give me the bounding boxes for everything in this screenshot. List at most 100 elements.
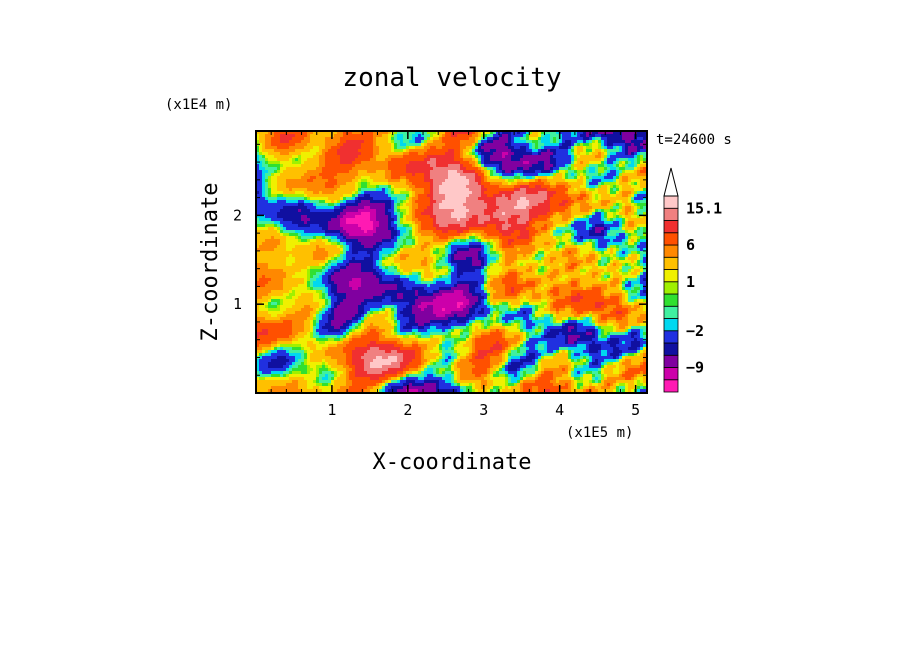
contour-cell (502, 203, 506, 207)
contour-cell (424, 224, 428, 228)
contour-cell (616, 233, 620, 237)
contour-cell (397, 140, 401, 144)
contour-cell (505, 155, 509, 159)
contour-cell (445, 221, 449, 225)
contour-cell (475, 200, 479, 204)
contour-cell (403, 167, 407, 171)
contour-cell (553, 188, 557, 192)
contour-cell (277, 197, 281, 201)
contour-cell (343, 173, 347, 177)
contour-cell (412, 224, 416, 228)
contour-cell (361, 197, 365, 201)
contour-cell (352, 131, 356, 135)
contour-cell (331, 221, 335, 225)
contour-cell (526, 206, 530, 210)
contour-cell (268, 233, 272, 237)
contour-cell (475, 224, 479, 228)
contour-cell (409, 218, 413, 222)
contour-cell (343, 146, 347, 150)
contour-cell (406, 179, 410, 183)
contour-cell (622, 197, 626, 201)
contour-cell (604, 140, 608, 144)
contour-cell (322, 158, 326, 162)
contour-cell (595, 200, 599, 204)
contour-cell (346, 158, 350, 162)
contour-cell (274, 218, 278, 222)
contour-cell (259, 245, 263, 249)
contour-cell (418, 185, 422, 189)
contour-cell (466, 215, 470, 219)
contour-cell (295, 173, 299, 177)
contour-cell (610, 185, 614, 189)
contour-cell (427, 188, 431, 192)
contour-cell (274, 236, 278, 240)
contour-cell (643, 131, 647, 135)
contour-cell (280, 221, 284, 225)
contour-cell (478, 242, 482, 246)
contour-cell (454, 200, 458, 204)
contour-cell (259, 179, 263, 183)
contour-cell (487, 215, 491, 219)
contour-cell (631, 149, 635, 153)
contour-cell (601, 200, 605, 204)
contour-cell (490, 191, 494, 195)
contour-cell (565, 173, 569, 177)
contour-cell (373, 230, 377, 234)
contour-cell (487, 179, 491, 183)
contour-cell (301, 155, 305, 159)
contour-cell (454, 149, 458, 153)
contour-cell (319, 146, 323, 150)
contour-cell (412, 170, 416, 174)
contour-cell (544, 164, 548, 168)
contour-cell (343, 143, 347, 147)
contour-cell (433, 224, 437, 228)
contour-cell (376, 134, 380, 138)
contour-cell (475, 236, 479, 240)
contour-cell (400, 173, 404, 177)
contour-cell (298, 131, 302, 135)
contour-cell (628, 155, 632, 159)
contour-cell (541, 242, 545, 246)
contour-cell (502, 140, 506, 144)
contour-cell (439, 161, 443, 165)
contour-cell (373, 173, 377, 177)
contour-cell (379, 206, 383, 210)
contour-cell (427, 203, 431, 207)
contour-cell (544, 230, 548, 234)
contour-cell (559, 164, 563, 168)
contour-cell (589, 242, 593, 246)
contour-cell (526, 167, 530, 171)
contour-cell (370, 146, 374, 150)
contour-cell (616, 227, 620, 231)
contour-cell (529, 167, 533, 171)
contour-cell (451, 203, 455, 207)
contour-cell (415, 209, 419, 213)
contour-cell (595, 236, 599, 240)
contour-cell (463, 146, 467, 150)
contour-cell (505, 176, 509, 180)
contour-cell (337, 188, 341, 192)
contour-cell (289, 197, 293, 201)
contour-cell (265, 239, 269, 243)
contour-cell (547, 140, 551, 144)
contour-cell (499, 137, 503, 141)
contour-cell (517, 215, 521, 219)
contour-cell (436, 224, 440, 228)
contour-cell (598, 203, 602, 207)
contour-cell (379, 167, 383, 171)
contour-cell (271, 239, 275, 243)
contour-cell (415, 242, 419, 246)
contour-cell (328, 233, 332, 237)
contour-cell (427, 167, 431, 171)
contour-cell (415, 212, 419, 216)
contour-cell (394, 158, 398, 162)
contour-cell (571, 161, 575, 165)
contour-cell (577, 212, 581, 216)
contour-cell (538, 179, 542, 183)
contour-cell (334, 161, 338, 165)
contour-cell (376, 203, 380, 207)
contour-cell (349, 188, 353, 192)
contour-cell (538, 239, 542, 243)
contour-cell (631, 209, 635, 213)
contour-cell (616, 206, 620, 210)
